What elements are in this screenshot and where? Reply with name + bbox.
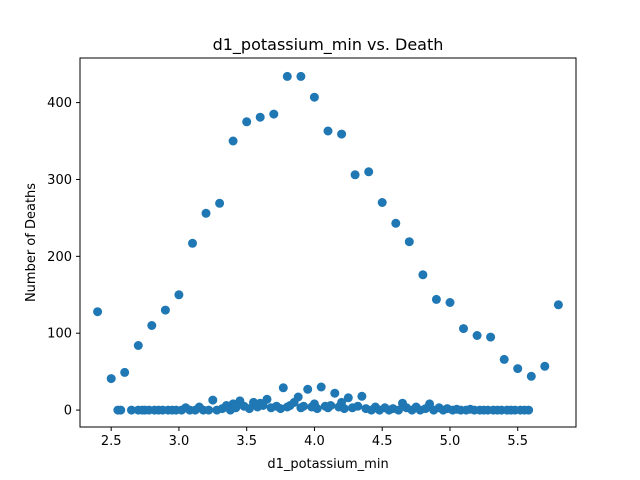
data-point-13 xyxy=(269,109,279,119)
data-point-3 xyxy=(133,341,143,350)
x-tick-label: 4.0 xyxy=(304,434,325,449)
data-point-9 xyxy=(215,198,225,208)
data-point-35 xyxy=(278,383,288,393)
data-point-38 xyxy=(330,388,340,398)
data-point-90 xyxy=(312,404,322,414)
data-point-105 xyxy=(394,405,403,415)
data-point-12 xyxy=(255,112,265,122)
data-point-4 xyxy=(147,321,157,330)
x-tick-label: 5.5 xyxy=(507,434,528,449)
data-point-32 xyxy=(526,371,536,381)
data-point-21 xyxy=(377,198,387,207)
x-tick-label: 5.0 xyxy=(440,434,461,449)
data-point-93 xyxy=(326,401,336,410)
x-tick-label: 2.5 xyxy=(101,434,122,449)
data-point-5 xyxy=(160,305,170,315)
y-tick-label: 100 xyxy=(47,327,72,342)
data-point-54 xyxy=(116,405,126,415)
data-point-41 xyxy=(208,395,218,405)
data-point-110 xyxy=(421,404,431,414)
x-tick-label: 4.5 xyxy=(372,434,393,449)
data-point-16 xyxy=(309,92,319,102)
data-point-6 xyxy=(174,290,184,300)
data-point-72 xyxy=(204,405,214,415)
data-point-8 xyxy=(201,208,211,218)
x-axis: 2.5 3.0 3.5 4.0 4.5 5.0 5.5 xyxy=(101,427,528,449)
y-tick-label: 400 xyxy=(47,96,72,111)
data-point-27 xyxy=(459,324,468,334)
x-tick-label: 3.0 xyxy=(169,434,190,449)
data-point-88 xyxy=(299,401,309,411)
data-point-11 xyxy=(242,117,252,127)
x-axis-label: d1_potassium_min xyxy=(267,457,388,472)
plot-frame xyxy=(79,57,577,428)
data-point-39 xyxy=(343,393,353,403)
data-point-34 xyxy=(553,300,563,310)
chart-title: d1_potassium_min vs. Death xyxy=(213,35,444,55)
data-point-77 xyxy=(231,403,241,413)
data-point-14 xyxy=(282,71,292,81)
data-point-97 xyxy=(353,401,363,411)
data-point-95 xyxy=(339,404,349,414)
data-point-15 xyxy=(296,71,306,81)
data-point-24 xyxy=(418,270,428,280)
data-point-81 xyxy=(258,401,268,410)
data-point-18 xyxy=(337,129,347,139)
data-point-20 xyxy=(364,167,374,177)
data-point-0 xyxy=(93,307,103,317)
data-point-26 xyxy=(445,298,455,307)
data-point-22 xyxy=(391,218,401,228)
data-point-29 xyxy=(486,332,496,342)
data-point-31 xyxy=(513,364,523,374)
data-point-25 xyxy=(431,294,441,304)
data-point-30 xyxy=(499,354,509,364)
y-tick-label: 0 xyxy=(64,404,72,419)
data-point-2 xyxy=(120,367,130,377)
data-point-36 xyxy=(303,384,313,394)
data-point-132 xyxy=(524,405,534,415)
data-point-86 xyxy=(285,401,295,410)
data-point-10 xyxy=(228,136,238,146)
data-point-7 xyxy=(188,238,197,248)
y-axis: 0 100 200 300 400 xyxy=(47,96,80,419)
x-tick-label: 3.5 xyxy=(236,434,257,449)
data-point-28 xyxy=(472,331,482,340)
data-point-23 xyxy=(404,237,414,247)
scatter-points xyxy=(93,71,563,415)
data-point-55 xyxy=(127,405,136,415)
y-tick-label: 300 xyxy=(47,173,72,188)
y-axis-label: Number of Deaths xyxy=(24,183,39,302)
data-point-79 xyxy=(244,404,254,414)
data-point-40 xyxy=(357,391,367,401)
data-point-33 xyxy=(540,361,550,371)
y-tick-label: 200 xyxy=(47,250,72,265)
data-point-19 xyxy=(350,170,360,180)
data-point-17 xyxy=(323,126,333,136)
data-point-1 xyxy=(106,374,116,384)
data-point-37 xyxy=(316,382,326,392)
